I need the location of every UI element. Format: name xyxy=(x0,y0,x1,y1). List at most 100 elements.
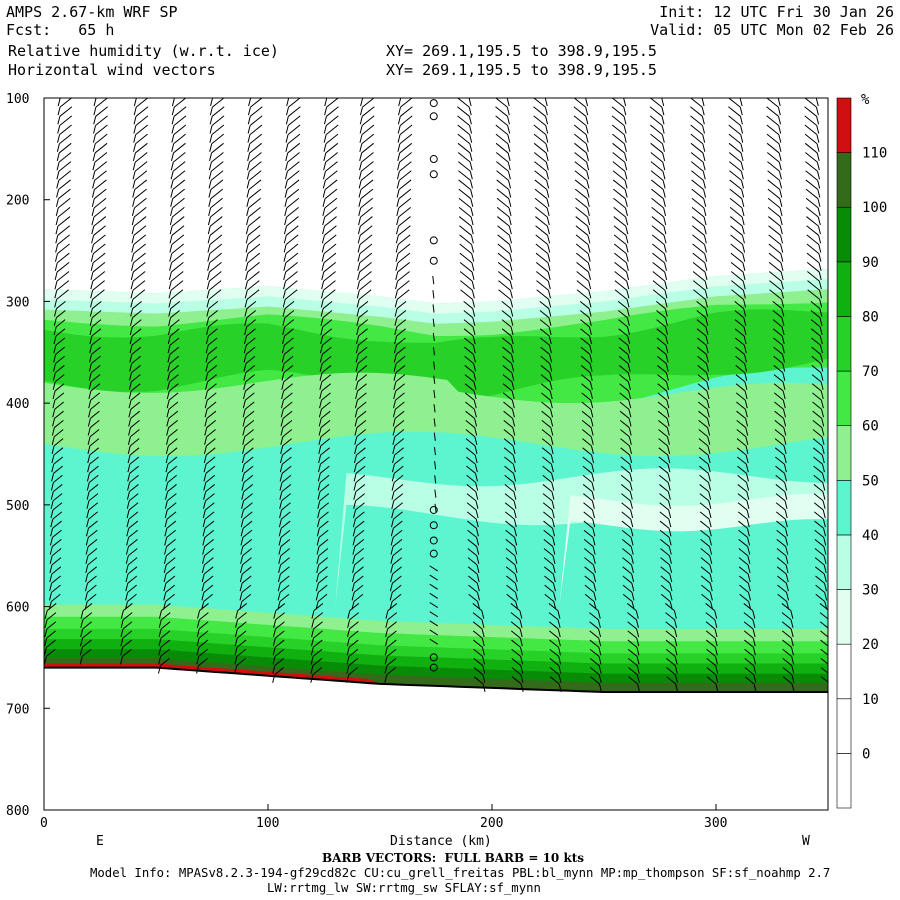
wind-barb-flag xyxy=(53,465,63,474)
wind-barb-shaft xyxy=(235,619,238,628)
wind-barb-shaft xyxy=(120,647,124,656)
wind-barb-shaft xyxy=(818,235,822,244)
wind-barb-shaft xyxy=(321,262,325,271)
wind-barb-flag xyxy=(659,493,669,502)
wind-barb-flag xyxy=(621,520,632,529)
wind-barb-flag xyxy=(510,612,521,621)
wind-barb-shaft xyxy=(549,372,553,381)
wind-barb-flag xyxy=(458,216,472,227)
wind-barb-shaft xyxy=(636,647,640,656)
wind-barb-shaft xyxy=(625,226,629,235)
wind-barb-shaft xyxy=(311,628,315,638)
wind-barb-shaft xyxy=(284,207,288,216)
wind-barb-shaft xyxy=(163,555,167,564)
wind-barb-shaft xyxy=(746,518,750,528)
wind-barb-shaft xyxy=(89,345,93,354)
wind-barb-flag xyxy=(495,106,508,117)
wind-barb-shaft xyxy=(704,244,707,253)
colorbar-box xyxy=(836,643,852,700)
wind-barb-shaft xyxy=(740,143,744,152)
wind-barb-flag xyxy=(734,310,745,319)
wind-barb-shaft xyxy=(165,454,169,464)
wind-barb-shaft xyxy=(509,244,513,253)
wind-barb-shaft xyxy=(506,107,510,116)
wind-barb-shaft xyxy=(545,171,549,180)
wind-barb-flag xyxy=(133,207,147,218)
wind-barb-shaft xyxy=(819,299,823,308)
wind-barb-shaft xyxy=(90,290,94,299)
wind-barb-shaft xyxy=(514,583,518,592)
wind-barb-shaft xyxy=(206,299,210,308)
wind-barb-shaft xyxy=(784,509,788,519)
wind-barb-shaft xyxy=(359,152,363,162)
wind-barb-shaft xyxy=(54,299,58,308)
wind-barb-shaft xyxy=(395,253,399,262)
wind-barb-flag xyxy=(325,152,338,163)
wind-barb-column xyxy=(346,98,375,683)
wind-barb-shaft xyxy=(351,573,355,583)
wind-barb-shaft xyxy=(546,226,550,235)
wind-barb-flag xyxy=(320,410,331,419)
wind-barb-shaft xyxy=(432,332,435,342)
wind-barb-flag xyxy=(89,438,100,447)
wind-barb-flag xyxy=(502,337,512,346)
wind-barb-shaft xyxy=(167,354,171,363)
wind-barb-shaft xyxy=(740,125,744,134)
wind-barb-flag xyxy=(652,261,665,273)
wind-barb-flag xyxy=(534,161,547,172)
wind-barb-shaft xyxy=(279,464,283,473)
wind-barb-flag xyxy=(706,639,716,648)
wind-barb-flag xyxy=(698,456,709,465)
wind-barb-shaft xyxy=(434,461,437,470)
wind-barb-flag xyxy=(357,392,367,401)
wind-barb-shaft xyxy=(80,637,84,647)
wind-barb-flag xyxy=(574,142,587,154)
wind-barb-flag xyxy=(503,410,513,419)
wind-barb-shaft xyxy=(278,564,282,573)
wind-barb-flag xyxy=(575,234,589,245)
wind-barb-flag xyxy=(496,188,510,200)
wind-barb-shaft xyxy=(475,528,479,537)
wind-barb-shaft xyxy=(631,592,635,601)
wind-barb-shaft xyxy=(707,454,711,464)
wind-barb-flag xyxy=(246,319,256,328)
wind-barb-shaft xyxy=(586,161,590,171)
wind-barb-flag xyxy=(819,603,828,611)
wind-barb-shaft xyxy=(120,610,124,619)
wind-barb-shaft xyxy=(166,427,170,436)
wind-barb-flag xyxy=(283,374,294,383)
wind-barb-flag xyxy=(775,484,786,493)
wind-barb-flag xyxy=(429,638,439,645)
wind-barb-shaft xyxy=(234,637,238,647)
wind-barb-shaft xyxy=(784,482,788,491)
wind-barb-flag xyxy=(589,639,600,648)
wind-barb-flag xyxy=(743,630,754,639)
wind-barb-shaft xyxy=(80,619,84,628)
wind-barb-flag xyxy=(697,365,707,374)
wind-barb-shaft xyxy=(636,656,640,665)
wind-barb-shaft xyxy=(56,161,60,171)
wind-barb-shaft xyxy=(248,98,252,107)
wind-barb-shaft xyxy=(512,436,516,445)
wind-barb-shaft xyxy=(53,354,57,363)
wind-barb-flag xyxy=(812,419,823,428)
wind-barb-shaft xyxy=(704,290,708,299)
wind-barb-shaft xyxy=(87,436,91,445)
wind-barb-flag xyxy=(506,593,517,602)
wind-barb-shaft xyxy=(817,226,821,235)
wind-barb-shaft xyxy=(665,372,669,381)
wind-barb-flag xyxy=(56,261,70,273)
wind-barb-shaft xyxy=(548,299,552,308)
wind-barb-flag xyxy=(457,133,471,145)
wind-barb-shaft xyxy=(320,290,324,299)
wind-barb-shaft xyxy=(590,418,594,427)
wind-barb-shaft xyxy=(86,509,90,519)
wind-barb-flag xyxy=(658,465,669,474)
plot-frame xyxy=(43,97,829,811)
wind-barb-column xyxy=(79,98,109,665)
wind-barb-shaft xyxy=(244,280,248,290)
wind-barb-shaft xyxy=(674,637,678,647)
wind-barb-flag xyxy=(56,271,70,282)
wind-barb-flag xyxy=(472,603,483,612)
wind-barb-shaft xyxy=(474,427,478,436)
